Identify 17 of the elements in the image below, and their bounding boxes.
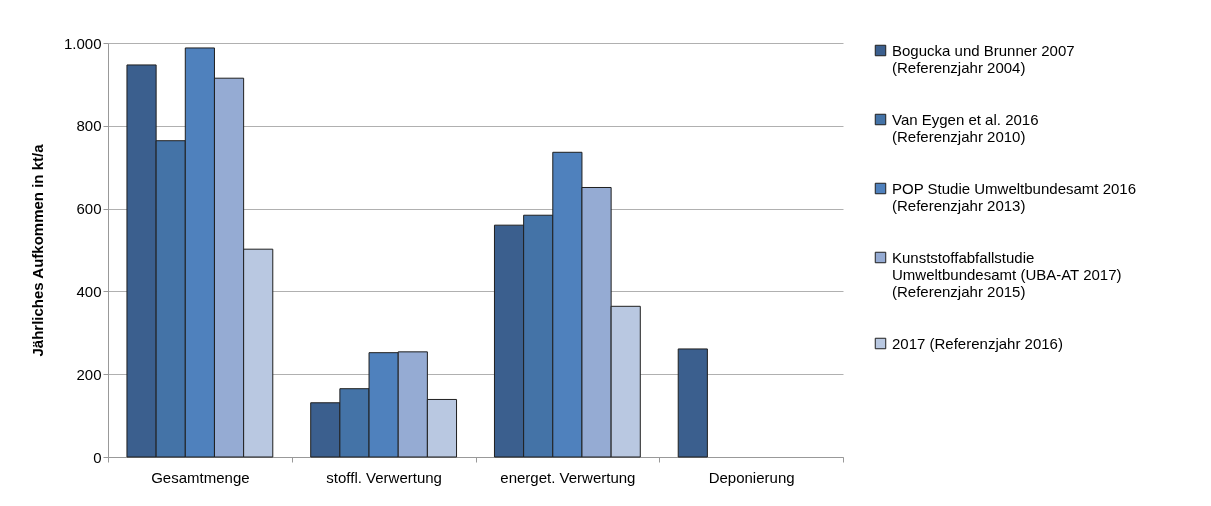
y-tick-label: 600 bbox=[76, 200, 102, 218]
legend-label: Van Eygen et al. 2016 (Referenzjahr 2010) bbox=[892, 110, 1039, 145]
x-tick-label: stoffl. Verwertung bbox=[326, 468, 442, 486]
y-tick-label: 800 bbox=[76, 117, 102, 135]
x-tick-label: Deponierung bbox=[708, 468, 795, 486]
legend-label: POP Studie Umweltbundesamt 2016 (Referenzjahr 2013) bbox=[892, 179, 1137, 214]
y-axis-title: Jährliches Aufkommen in kt/a bbox=[28, 143, 46, 357]
x-tick-label: Gesamtmenge bbox=[151, 468, 250, 486]
y-tick-label: 0 bbox=[93, 448, 102, 466]
legend-label: Bogucka und Brunner 2007 (Referenzjahr 2004) bbox=[892, 41, 1075, 76]
legend-label: 2017 (Referenzjahr 2016) bbox=[892, 334, 1063, 352]
legend-label: Kunststoffabfallstudie Umweltbundesamt (UBA-AT 2017) (Referenzjahr 2015) bbox=[892, 248, 1122, 300]
y-tick-label: 1.000 bbox=[63, 34, 102, 52]
y-tick-label: 400 bbox=[76, 282, 102, 300]
bar bbox=[677, 348, 708, 458]
y-tick-label: 200 bbox=[76, 365, 102, 383]
x-tick-label: energet. Verwertung bbox=[500, 468, 636, 486]
